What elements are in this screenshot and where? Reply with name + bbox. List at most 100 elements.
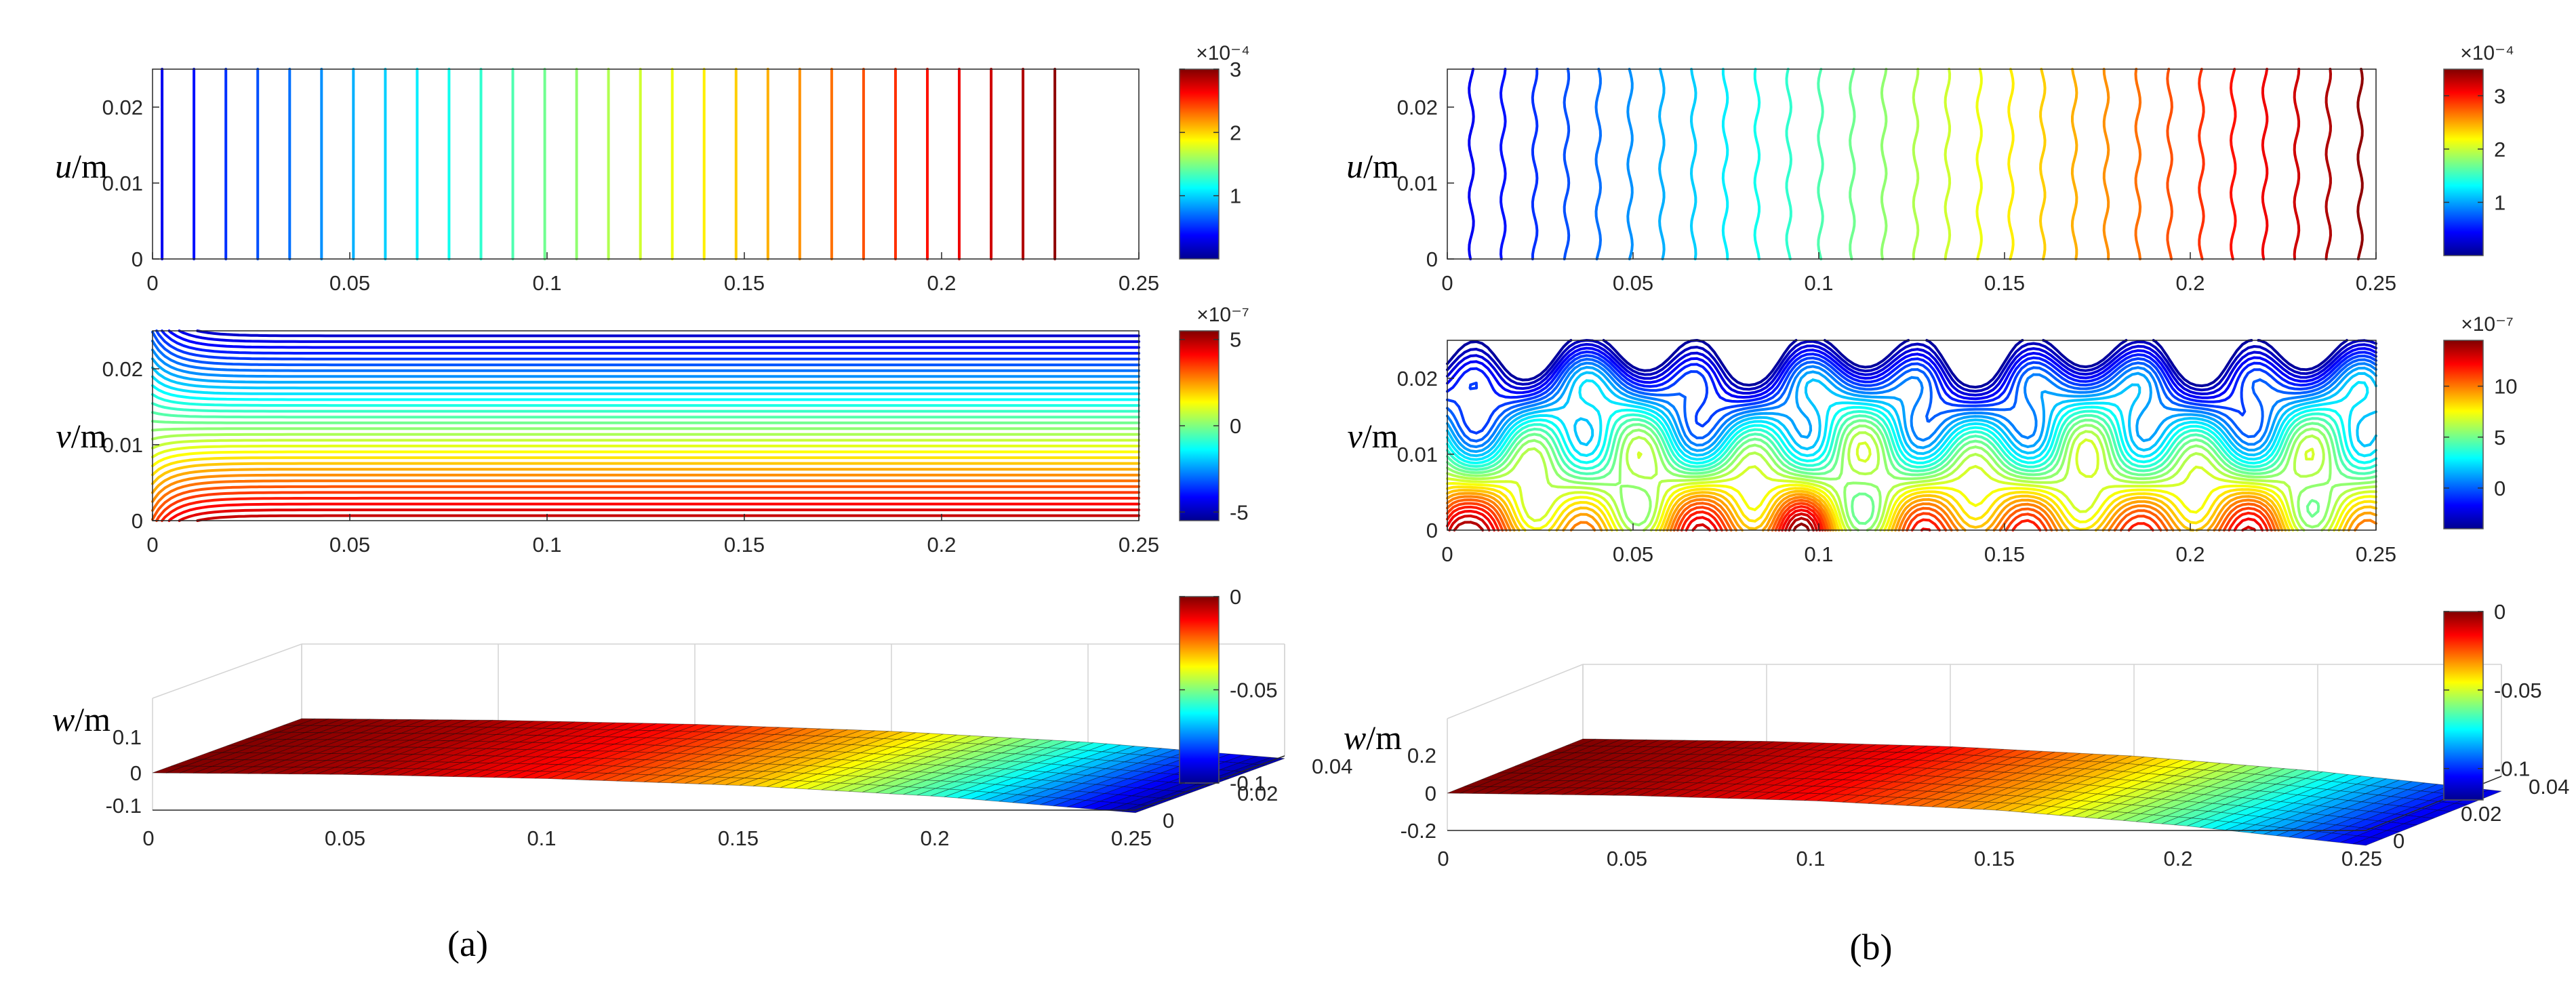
y-axis-label: v/m [56, 417, 107, 455]
y-tick-label: 0.04 [1312, 755, 1352, 778]
contour-line [1446, 354, 2377, 435]
x-tick-label: 0.1 [527, 826, 556, 850]
contour-line [1446, 424, 2377, 531]
colorbar [2443, 68, 2484, 256]
colorbar-tick-label: 0 [1230, 414, 1241, 438]
box-edge [152, 643, 302, 699]
y-tick-label: 0 [1163, 809, 1174, 832]
contour-line [151, 393, 1140, 407]
contour-line [1563, 68, 1571, 260]
x-tick-label: 0.05 [325, 826, 365, 850]
contour-line [151, 439, 1140, 449]
contour-line [1753, 68, 1761, 260]
contour-line [2356, 68, 2364, 260]
colorbar-tick-label: 1 [2494, 190, 2505, 214]
colorbar-tick-label: -0.05 [2494, 679, 2542, 702]
y-axis-label: u/m [55, 147, 108, 185]
plot-area [1447, 69, 2376, 259]
x-tick-label: 0.15 [1984, 542, 2025, 566]
contour-line [2039, 68, 2047, 260]
contour-line [1849, 68, 1856, 260]
x-tick-label: 0.2 [2175, 271, 2205, 295]
x-tick-label: 0.2 [927, 271, 956, 295]
z-tick-label: 0.2 [1407, 744, 1436, 767]
colorbar-tick-label: 3 [2494, 84, 2505, 108]
x-tick-label: 0.25 [2356, 542, 2396, 566]
v-contour-plot-b: 0 0.05 0.1 0.15 0.2 0.25 0 0.01 0.02 v/m 0 5 10 ×10⁻⁷ [1348, 313, 2518, 566]
contour-line [151, 402, 1140, 413]
x-tick-label: 0.25 [1119, 533, 1159, 557]
y-tick-label: 0.04 [2529, 775, 2569, 799]
contour-line [1446, 379, 2377, 461]
contour-line [1446, 482, 2377, 531]
panel-a: 0 0.05 0.1 0.15 0.2 0.2500.010.02u/m123×10⁻⁴ … [52, 42, 1352, 964]
contour-line [155, 329, 1140, 361]
x-tick-label: 0.1 [1796, 847, 1825, 870]
contour-line [1817, 68, 1824, 260]
colorbar-tick-label: 0 [2494, 600, 2505, 624]
x-tick-label: 0 [1441, 542, 1453, 566]
plot-frame [1447, 68, 2377, 260]
contour-line [2134, 68, 2142, 260]
y-axis-label: w/m [1344, 719, 1402, 757]
contour-line [1446, 430, 2377, 531]
colorbar [1179, 330, 1220, 521]
y-tick-label: 0.02 [1397, 367, 1438, 390]
contour-line [2102, 68, 2110, 260]
contour-line [1446, 365, 2377, 454]
colorbar [2443, 340, 2484, 529]
z-tick-label: 0 [1425, 782, 1436, 805]
x-tick-label: 0.2 [2175, 542, 2205, 566]
x-tick-label: 0 [1441, 271, 1453, 295]
colorbar-tick-label: 10 [2494, 375, 2517, 399]
x-tick-label: 0 [146, 271, 158, 295]
x-tick-label: 0.25 [2341, 847, 2382, 870]
v-contour-plot-a: 0 0.05 0.1 0.15 0.2 0.25 0 0.01 0.02 v/m -5 0 5×10⁻⁷ [56, 304, 1249, 557]
colorbar-tick-label: 0 [2494, 477, 2505, 500]
w-surface-plot-a: 0 0.05 0.1 0.15 0.2 0.2500.020.04-0.100.1w/m-… [52, 585, 1352, 850]
contour-line [1446, 361, 2377, 449]
colorbar-tick-label: -0.1 [2494, 757, 2530, 781]
contour-line [151, 444, 1140, 459]
contour-line [1531, 68, 1539, 260]
x-tick-label: 0.15 [718, 826, 759, 850]
contour-line [155, 491, 1140, 522]
colorbar-tick-label: 3 [1230, 58, 1241, 81]
contour-line [1912, 68, 1920, 260]
contour-line [151, 330, 1140, 367]
y-tick-label: 0 [2393, 829, 2404, 853]
contour-line [196, 329, 1140, 338]
contour-line [151, 366, 1140, 390]
contour-line [161, 496, 1140, 522]
contour-line [178, 329, 1140, 343]
colorbar-tick-label: 2 [2494, 138, 2505, 161]
contour-line [151, 357, 1140, 384]
colorbar-exponent: ×10⁻⁴ [2460, 42, 2514, 64]
y-tick-label: 0.02 [1397, 96, 1438, 119]
y-tick-label: 0 [132, 509, 143, 533]
x-tick-label: 0.1 [1804, 271, 1833, 295]
contour-line [178, 508, 1140, 522]
contour-line [1446, 405, 2377, 465]
contour-line [1446, 489, 2377, 531]
contour-line [2261, 68, 2269, 260]
contour-line [151, 433, 1140, 441]
x-tick-label: 0.25 [1119, 271, 1159, 295]
contour-line [1446, 502, 2273, 531]
x-tick-label: 0.25 [1111, 826, 1152, 850]
contour-line [151, 384, 1140, 401]
contour-line [1446, 346, 2377, 401]
contour-line [151, 348, 1140, 378]
contour-line [167, 502, 1140, 522]
contour-line [2325, 68, 2332, 260]
y-tick-label: 0.01 [102, 172, 143, 195]
y-tick-label: 0 [1426, 247, 1438, 271]
y-axis-label: u/m [1346, 147, 1399, 185]
x-tick-label: 0.15 [1974, 847, 2015, 870]
contour-line [151, 427, 1140, 432]
colorbar-tick-label: -5 [1230, 500, 1249, 524]
plot-frame [1447, 340, 2377, 531]
x-tick-label: 0.05 [329, 271, 370, 295]
contour-line [1446, 505, 2269, 531]
